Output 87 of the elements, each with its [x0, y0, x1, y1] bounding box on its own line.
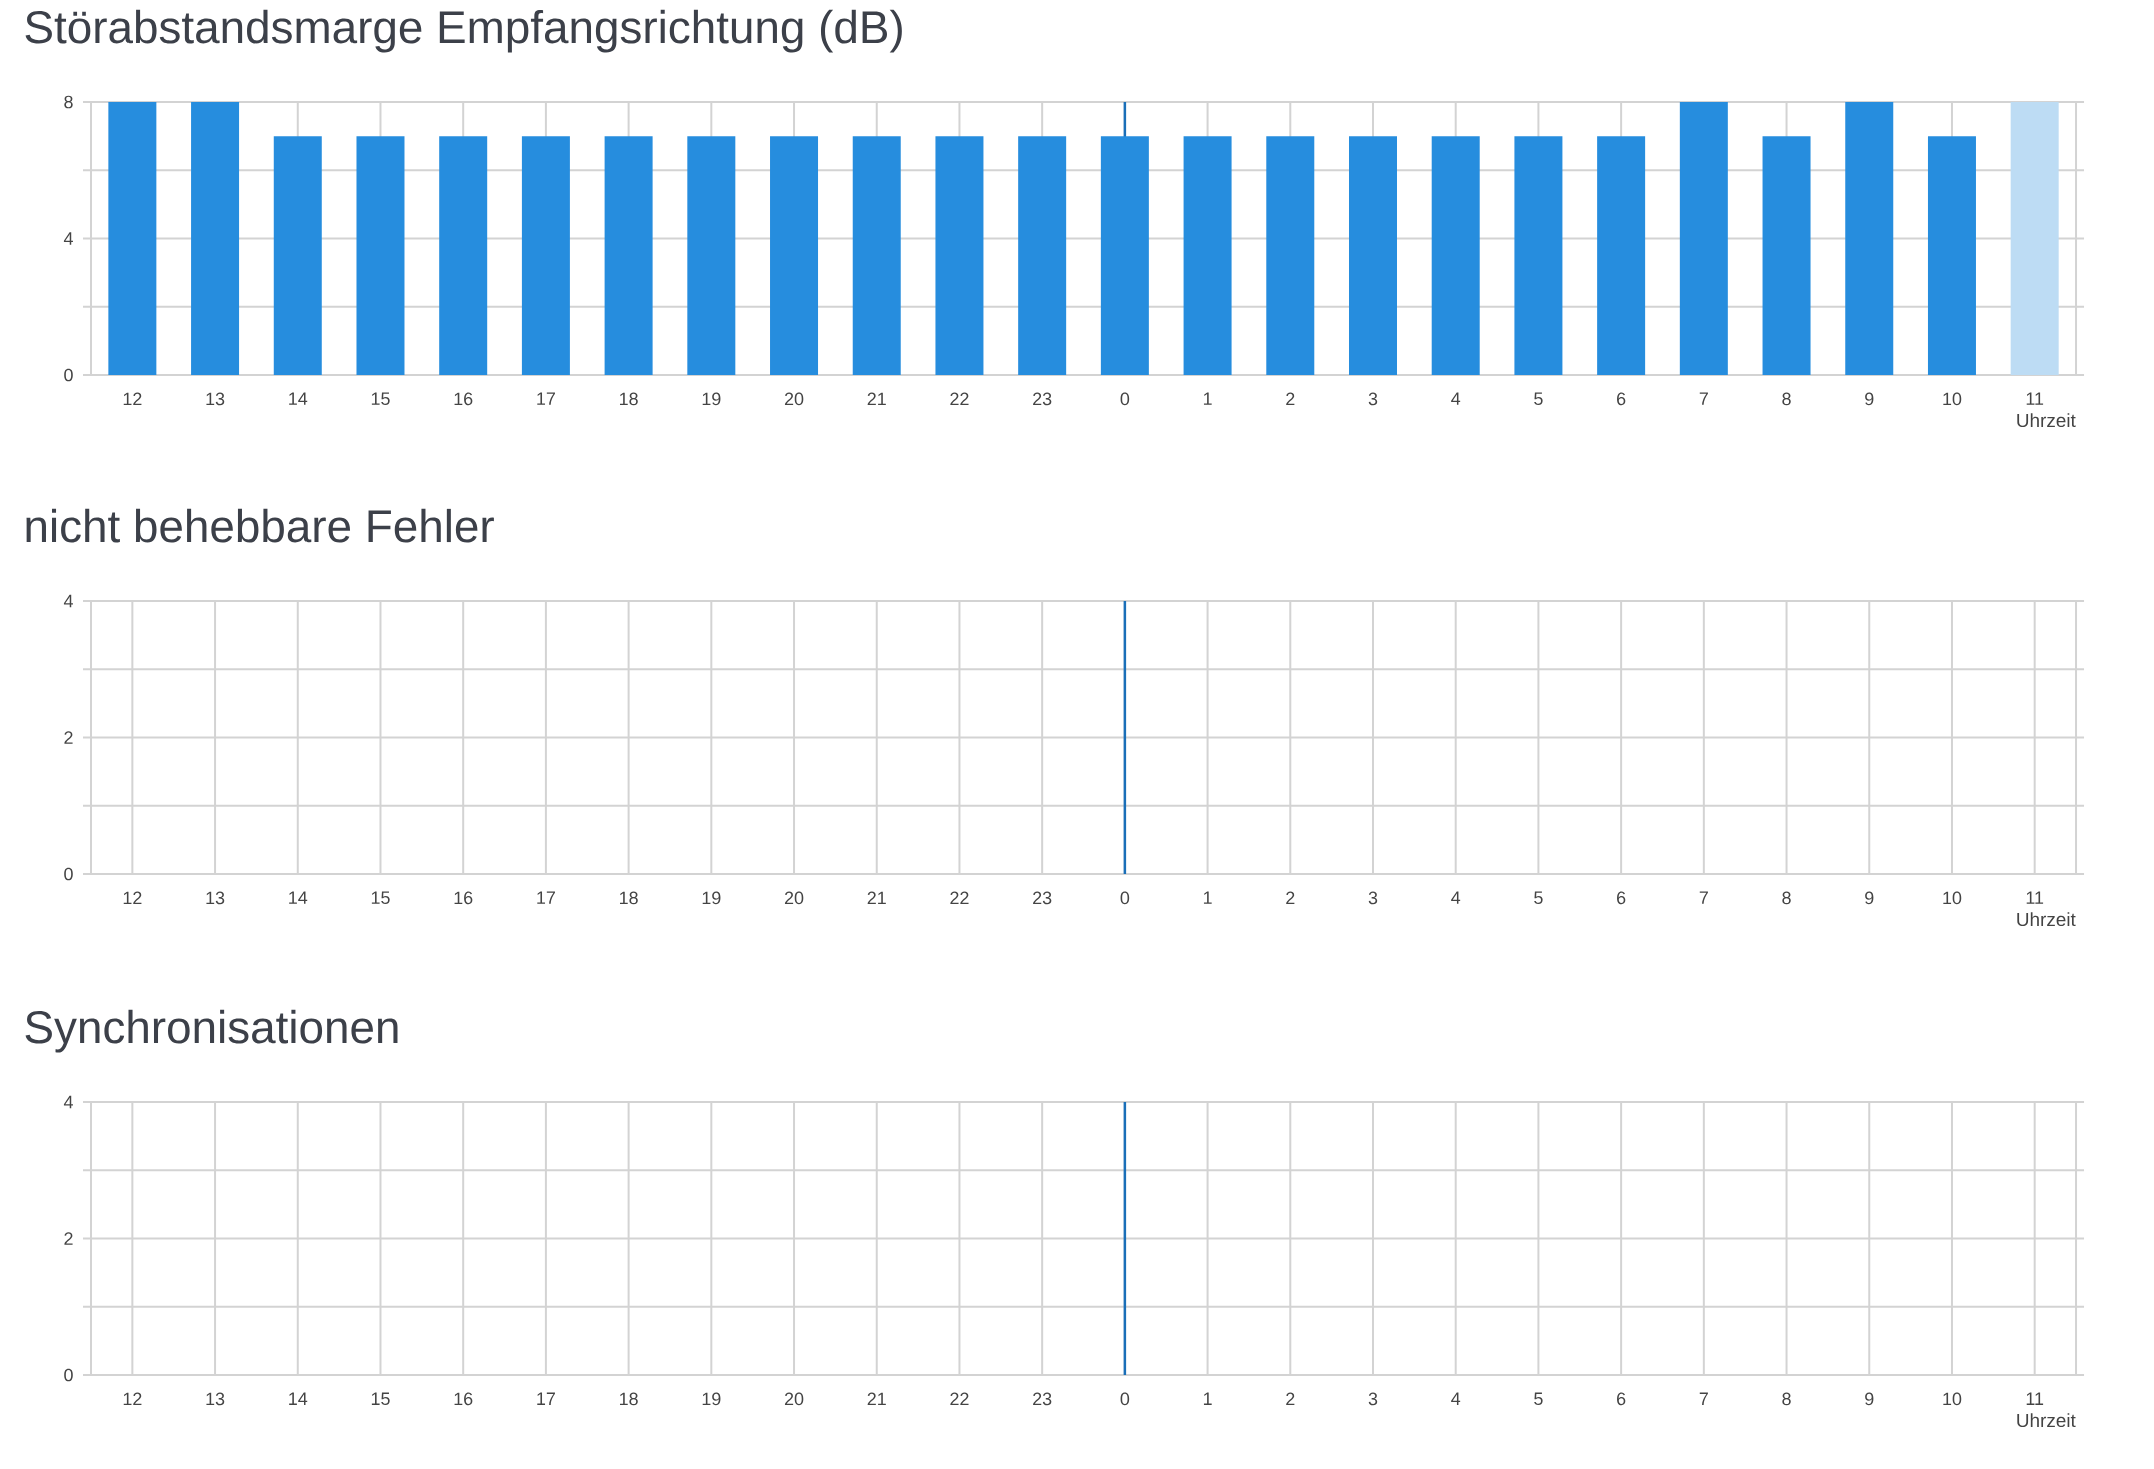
x-tick-label: 20 [784, 392, 804, 406]
x-tick-label: 13 [206, 891, 225, 905]
x-tick-label: 10 [1943, 1392, 1962, 1406]
x-tick-label: 6 [1617, 891, 1626, 905]
x-tick-label: 4 [1451, 392, 1461, 405]
x-tick-label: 23 [1033, 392, 1052, 406]
x-tick-label: 2 [1286, 891, 1295, 905]
x-tick-label: 21 [867, 891, 886, 905]
x-axis-title: Uhrzeit [2017, 1413, 2076, 1428]
x-tick-label: 7 [1699, 891, 1708, 904]
x-tick-label: 2 [1286, 1392, 1295, 1406]
y-tick-label: 0 [64, 1368, 73, 1382]
x-tick-label: 5 [1534, 392, 1543, 406]
x-tick-label: 1 [1203, 891, 1212, 904]
y-tick-label: 4 [63, 1095, 73, 1109]
x-tick-label: 14 [289, 891, 308, 904]
x-tick-label: 12 [123, 392, 142, 406]
chart-title: Störabstandsmarge Empfangsrichtung (dB) [25, 9, 902, 53]
x-tick-label: 16 [454, 392, 473, 406]
x-tick-label: 14 [289, 1392, 308, 1405]
x-tick-label: 4 [1451, 1392, 1461, 1405]
x-tick-label: 7 [1699, 1392, 1708, 1405]
x-tick-label: 10 [1943, 891, 1962, 905]
x-tick-label: 19 [702, 891, 721, 905]
x-tick-label: 13 [206, 392, 225, 406]
x-tick-label: 8 [1782, 1392, 1791, 1406]
x-tick-label: 6 [1617, 1392, 1626, 1406]
x-tick-label: 0 [1120, 891, 1130, 905]
x-tick-label: 17 [537, 1392, 555, 1405]
x-tick-label: 16 [454, 1392, 473, 1406]
x-tick-label: 22 [950, 392, 969, 406]
x-tick-label: 19 [702, 392, 721, 406]
y-tick-label: 2 [64, 1232, 73, 1245]
y-tick-label: 2 [64, 731, 73, 744]
x-tick-label: 9 [1865, 392, 1874, 406]
x-tick-label: 7 [1699, 392, 1708, 405]
x-tick-label: 21 [867, 1392, 886, 1406]
y-tick-label: 0 [64, 867, 73, 881]
x-tick-label: 18 [620, 891, 638, 905]
x-tick-label: 11 [2026, 891, 2044, 904]
x-tick-label: 0 [1120, 392, 1130, 406]
x-tick-label: 11 [2026, 1392, 2044, 1405]
x-tick-label: 22 [950, 891, 969, 905]
x-tick-label: 15 [371, 1392, 390, 1406]
x-tick-label: 18 [620, 392, 638, 406]
x-tick-label: 1 [1203, 1392, 1212, 1405]
x-tick-label: 8 [1782, 392, 1791, 406]
y-tick-label: 0 [64, 368, 73, 382]
x-tick-label: 1 [1203, 392, 1212, 405]
x-tick-label: 17 [537, 392, 555, 405]
x-tick-label: 5 [1534, 1392, 1543, 1406]
x-tick-label: 20 [784, 1392, 804, 1406]
x-tick-label: 19 [702, 1392, 721, 1406]
x-tick-label: 22 [950, 1392, 969, 1406]
x-tick-label: 8 [1782, 891, 1791, 905]
x-tick-label: 11 [2026, 392, 2044, 405]
x-tick-label: 4 [1451, 891, 1461, 904]
x-tick-label: 23 [1033, 1392, 1052, 1406]
x-tick-label: 15 [371, 392, 390, 406]
x-tick-label: 14 [289, 392, 308, 405]
x-tick-label: 18 [620, 1392, 638, 1406]
x-axis-title: Uhrzeit [2017, 413, 2076, 428]
x-tick-label: 3 [1368, 392, 1378, 406]
y-tick-label: 4 [63, 594, 73, 608]
x-tick-label: 23 [1033, 891, 1052, 905]
y-tick-label: 4 [63, 232, 73, 245]
x-tick-label: 21 [867, 392, 886, 406]
x-tick-label: 2 [1286, 392, 1295, 406]
x-tick-label: 12 [123, 1392, 142, 1406]
x-tick-label: 9 [1865, 891, 1874, 905]
chart-title: nicht behebbare Fehler [26, 508, 494, 543]
x-tick-label: 0 [1120, 1392, 1130, 1406]
x-tick-label: 15 [371, 891, 390, 905]
x-tick-label: 10 [1943, 392, 1962, 406]
chart-title: Synchronisationen [25, 1009, 398, 1053]
x-axis-title: Uhrzeit [2017, 912, 2076, 927]
x-tick-label: 5 [1534, 891, 1543, 905]
x-tick-label: 12 [123, 891, 142, 905]
x-tick-label: 6 [1617, 392, 1626, 406]
y-tick-label: 8 [64, 95, 73, 109]
x-tick-label: 9 [1865, 1392, 1874, 1406]
x-tick-label: 20 [784, 891, 804, 905]
x-tick-label: 3 [1368, 1392, 1378, 1406]
x-tick-label: 16 [454, 891, 473, 905]
x-tick-label: 17 [537, 891, 555, 904]
x-tick-label: 13 [206, 1392, 225, 1406]
x-tick-label: 3 [1368, 891, 1378, 905]
